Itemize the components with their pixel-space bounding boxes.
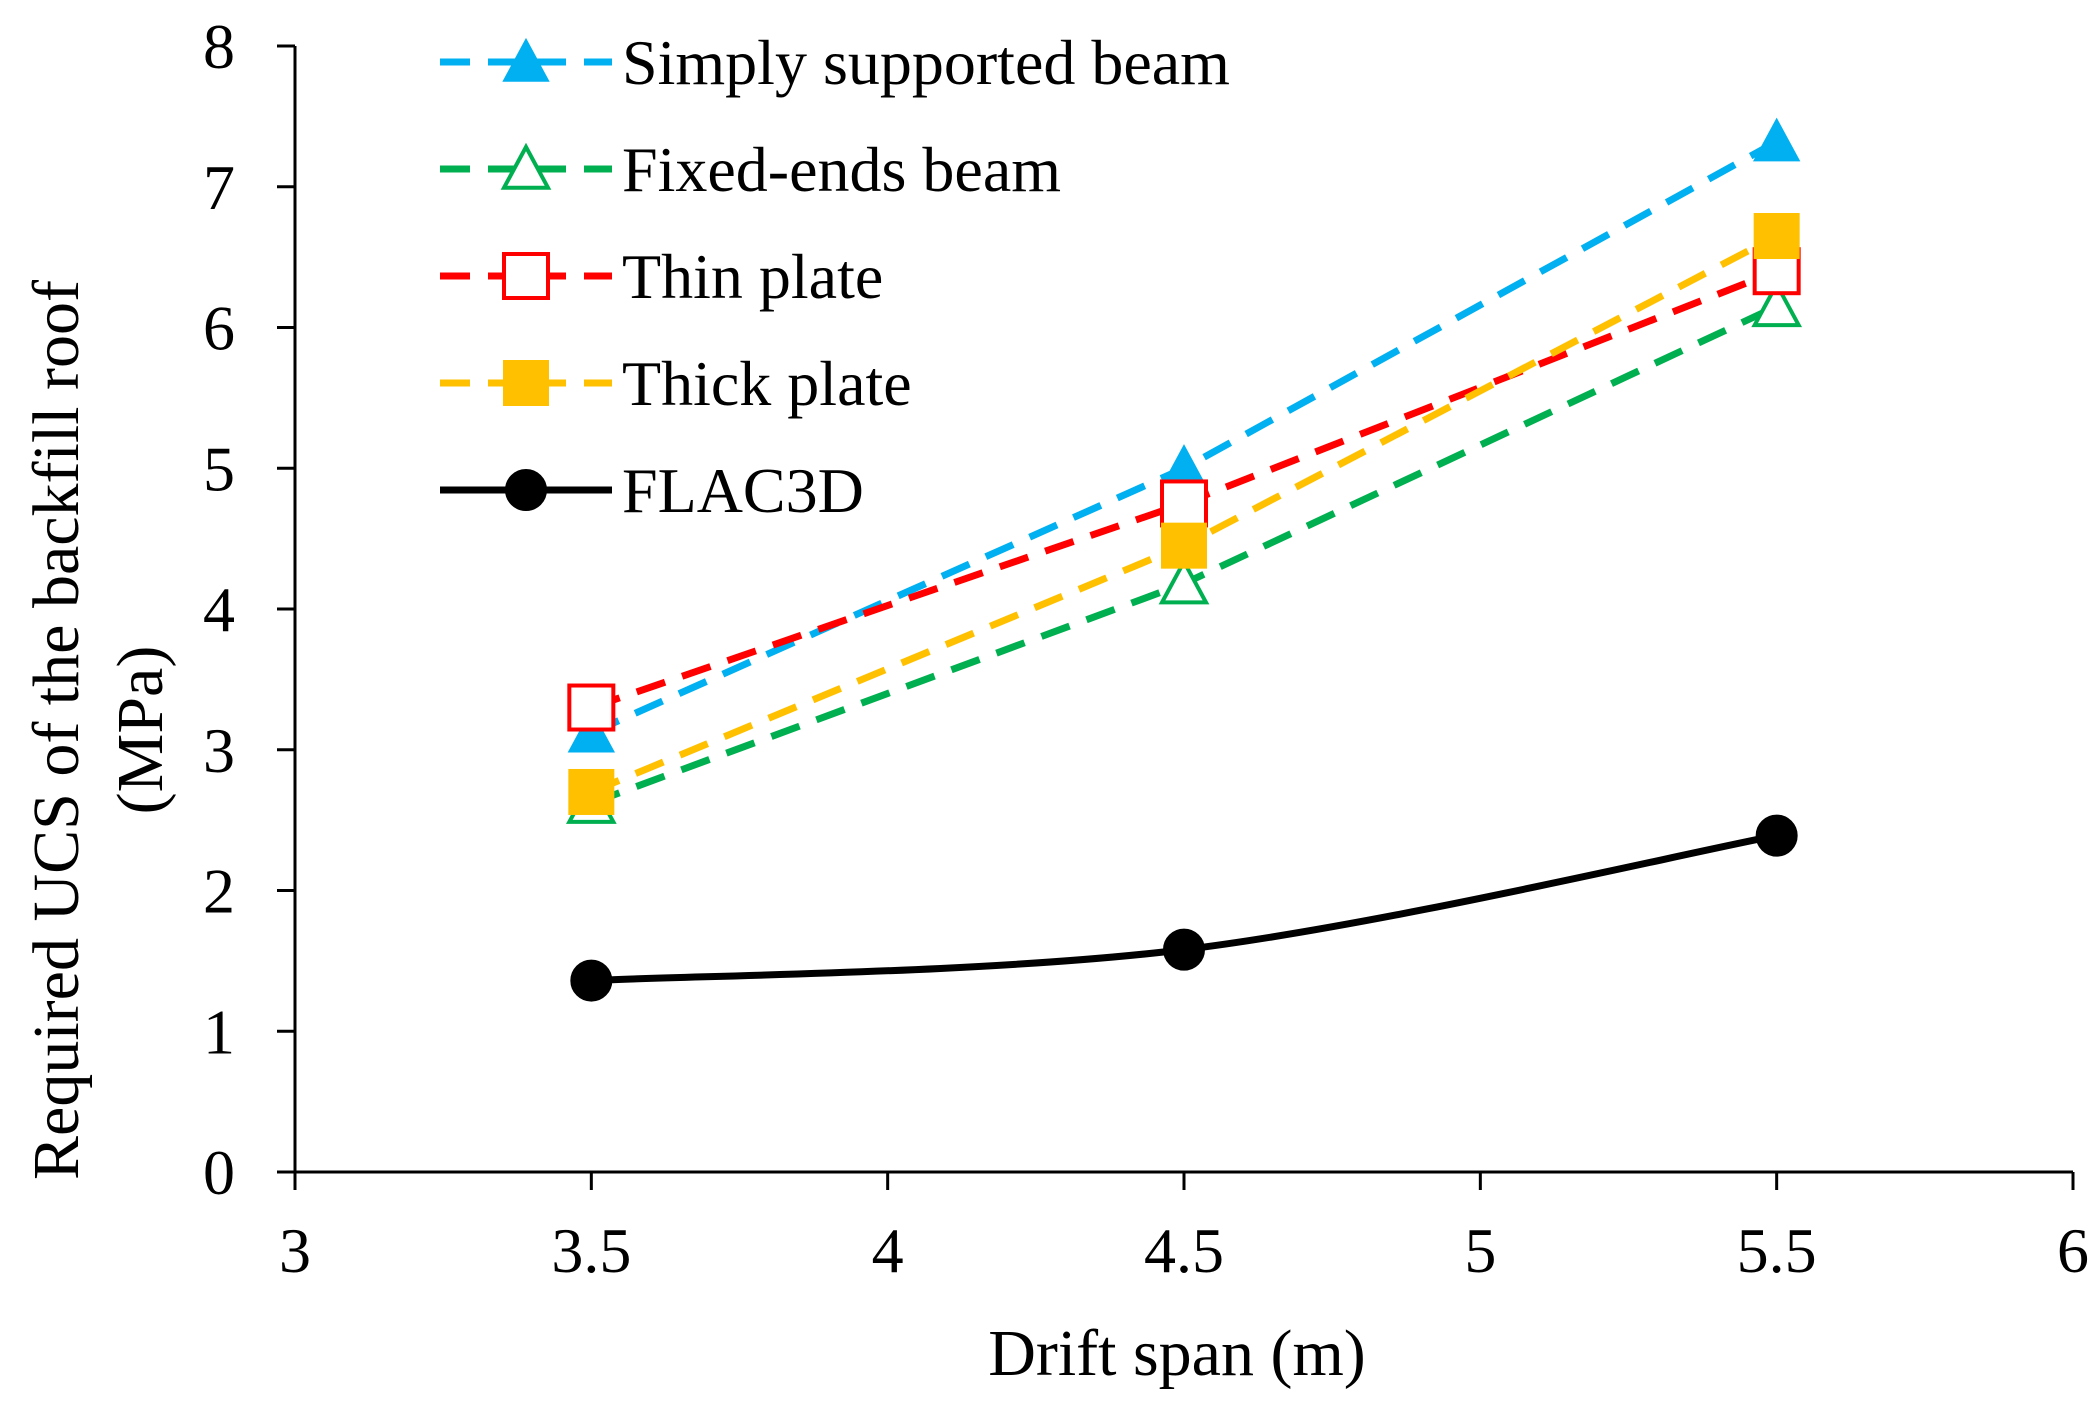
y-tick-label: 1 xyxy=(203,996,235,1067)
y-tick-label: 5 xyxy=(203,433,235,504)
legend-item: Fixed-ends beam xyxy=(440,134,1061,205)
y-tick-label: 2 xyxy=(203,856,235,927)
legend-marker-triangle xyxy=(500,142,552,190)
data-point-square xyxy=(1161,522,1207,569)
y-tick-label: 4 xyxy=(203,574,235,645)
legend-label: Thick plate xyxy=(622,348,912,419)
legend-item: Thin plate xyxy=(440,241,883,312)
data-point-circle xyxy=(1755,814,1798,857)
legend-marker-triangle xyxy=(502,37,550,82)
data-point-square xyxy=(1753,213,1800,260)
series-line xyxy=(589,138,1779,737)
x-tick-label: 6 xyxy=(2057,1215,2089,1286)
legend-marker-circle xyxy=(505,469,547,511)
series-simply-supported-beam xyxy=(567,117,1801,753)
legend-item: FLAC3D xyxy=(440,455,864,526)
legend-label: Thin plate xyxy=(622,241,883,312)
data-point-square xyxy=(567,683,616,732)
y-tick-label: 3 xyxy=(203,715,235,786)
legend-label: FLAC3D xyxy=(622,455,864,526)
data-point-square xyxy=(568,768,615,815)
legend-item: Thick plate xyxy=(440,348,912,419)
series-flac3d xyxy=(570,814,1798,1002)
series-layer xyxy=(565,117,1803,1002)
data-point-square xyxy=(1160,479,1208,528)
y-axis-unit: (MPa) xyxy=(104,646,177,815)
x-tick-label: 3 xyxy=(279,1215,311,1286)
y-tick-label: 8 xyxy=(203,11,235,82)
series-thick-plate xyxy=(568,213,1800,815)
legend: Simply supported beam Fixed-ends beam Thin… xyxy=(440,27,1230,526)
data-point-circle xyxy=(570,959,613,1002)
x-tick-label: 4.5 xyxy=(1144,1215,1224,1286)
x-tick-label: 5.5 xyxy=(1737,1215,1817,1286)
legend-label: Fixed-ends beam xyxy=(622,134,1061,205)
legend-label: Simply supported beam xyxy=(622,27,1230,98)
data-point-triangle xyxy=(1158,557,1210,605)
y-tick-label: 6 xyxy=(203,293,235,364)
data-point-triangle xyxy=(1751,280,1803,328)
axes: 3 3.5 4 4.5 5 5.5 6 0 1 2 3 4 5 6 7 8 xyxy=(203,11,2089,1286)
data-point-circle xyxy=(1163,928,1205,971)
y-tick-label: 7 xyxy=(203,152,235,223)
y-tick-label: 0 xyxy=(203,1137,235,1208)
x-axis-title: Drift span (m) xyxy=(988,1317,1366,1390)
data-point-triangle xyxy=(1752,117,1801,162)
x-tick-label: 4 xyxy=(872,1215,904,1286)
x-tick-label: 3.5 xyxy=(551,1215,631,1286)
legend-marker-square xyxy=(503,360,549,406)
y-axis-title: Required UCS of the backfill roof xyxy=(20,280,93,1180)
legend-marker-square xyxy=(502,252,550,300)
legend-item: Simply supported beam xyxy=(440,27,1230,98)
x-tick-label: 5 xyxy=(1464,1215,1496,1286)
